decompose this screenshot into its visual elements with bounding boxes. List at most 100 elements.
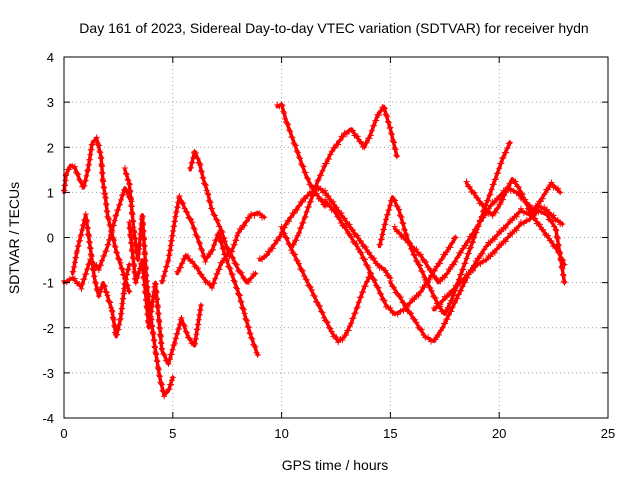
data-point-marker (110, 236, 117, 243)
data-point-marker (415, 261, 422, 268)
data-point-marker (293, 257, 300, 264)
data-point-marker (238, 299, 245, 306)
data-point-marker (182, 328, 189, 335)
data-point-marker (92, 279, 99, 286)
data-point-marker (494, 245, 501, 252)
data-point-marker (163, 263, 170, 270)
data-point-marker (92, 280, 99, 287)
data-point-marker (114, 249, 121, 256)
data-point-marker (541, 191, 548, 198)
data-point-marker (141, 251, 148, 258)
data-point-marker (163, 389, 170, 396)
data-point-marker (306, 283, 313, 290)
data-point-marker (161, 351, 168, 358)
data-point-marker (95, 141, 102, 148)
data-point-marker (346, 322, 353, 329)
data-point-marker (220, 234, 227, 241)
data-point-marker (212, 275, 219, 282)
data-point-marker (228, 254, 235, 261)
data-point-marker (75, 171, 82, 178)
data-point-marker (523, 217, 530, 224)
data-point-marker (366, 135, 373, 142)
data-point-marker (202, 181, 209, 188)
data-point-marker (124, 176, 131, 183)
data-point-marker (232, 260, 239, 267)
data-point-marker (71, 259, 78, 266)
data-point-marker (291, 210, 298, 217)
data-point-marker (390, 284, 397, 291)
data-point-marker (554, 248, 561, 255)
data-point-marker (107, 299, 114, 306)
data-point-marker (549, 218, 556, 225)
data-point-marker (158, 380, 165, 387)
data-point-marker (396, 229, 403, 236)
data-point-marker (130, 218, 137, 225)
data-point-marker (186, 215, 193, 222)
data-point-marker (471, 189, 478, 196)
data-point-marker (195, 265, 202, 272)
data-point-marker (231, 241, 238, 248)
data-point-marker (246, 215, 253, 222)
data-point-marker (560, 272, 567, 279)
data-point-marker (207, 199, 214, 206)
data-point-marker (203, 187, 210, 194)
data-point-marker (515, 209, 522, 216)
data-point-marker (233, 285, 240, 292)
data-point-marker (189, 219, 196, 226)
data-point-marker (208, 285, 215, 292)
data-point-marker (439, 297, 446, 304)
data-point-marker (354, 232, 361, 239)
data-point-marker (251, 212, 258, 219)
data-point-marker (246, 329, 253, 336)
data-point-marker (368, 270, 375, 277)
data-point-marker (188, 216, 195, 223)
data-point-marker (330, 198, 337, 205)
series-trace-15 (377, 140, 512, 316)
data-point-marker (323, 160, 330, 167)
data-point-marker (382, 221, 389, 228)
data-point-marker (144, 305, 151, 312)
data-point-marker (387, 202, 394, 209)
data-point-marker (448, 290, 455, 297)
data-point-marker (115, 206, 122, 213)
data-point-marker (438, 256, 445, 263)
data-point-marker (292, 142, 299, 149)
data-point-marker (302, 169, 309, 176)
data-point-marker (83, 218, 90, 225)
data-point-marker (238, 269, 245, 276)
data-point-marker (248, 211, 255, 218)
data-point-marker (143, 297, 150, 304)
data-point-marker (397, 213, 404, 220)
data-point-marker (391, 139, 398, 146)
data-point-marker (371, 122, 378, 129)
data-point-marker (466, 183, 473, 190)
data-point-marker (479, 201, 486, 208)
data-point-marker (182, 208, 189, 215)
data-point-marker (181, 256, 188, 263)
data-point-marker (381, 105, 388, 112)
data-point-marker (358, 294, 365, 301)
data-point-marker (319, 167, 326, 174)
data-point-marker (336, 137, 343, 144)
data-point-marker (327, 325, 334, 332)
data-point-marker (187, 164, 194, 171)
data-point-marker (98, 155, 105, 162)
data-point-marker (477, 218, 484, 225)
data-point-marker (190, 224, 197, 231)
data-point-marker (234, 232, 241, 239)
data-point-marker (180, 321, 187, 328)
data-point-marker (383, 216, 390, 223)
data-point-marker (252, 344, 259, 351)
data-point-marker (162, 268, 169, 275)
data-point-marker (302, 213, 309, 220)
data-point-marker (498, 228, 505, 235)
data-point-marker (386, 206, 393, 213)
data-point-marker (284, 235, 291, 242)
data-point-marker (127, 188, 134, 195)
data-point-marker (103, 248, 110, 255)
data-point-marker (243, 316, 250, 323)
data-point-marker (186, 335, 193, 342)
data-point-marker (74, 170, 81, 177)
data-point-marker (487, 202, 494, 209)
x-tick-label: 5 (169, 426, 176, 441)
